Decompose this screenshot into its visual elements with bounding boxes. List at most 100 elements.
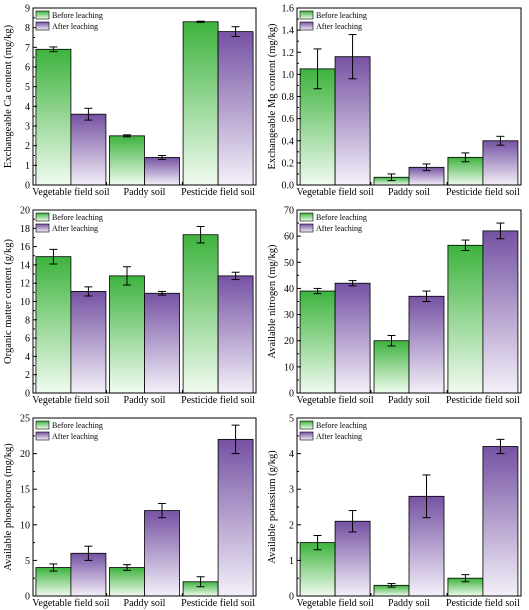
y-tick-label: 40 xyxy=(284,284,294,295)
legend-swatch-after xyxy=(299,223,314,233)
legend-swatch-after xyxy=(299,21,314,31)
y-tick-label: 7 xyxy=(25,43,30,54)
bar-after-2 xyxy=(144,292,180,394)
legend-label-before: Before leaching xyxy=(316,11,367,20)
legend-swatch-before xyxy=(35,212,50,222)
y-tick-label: 1.4 xyxy=(282,26,295,37)
y-tick-label: 0 xyxy=(25,181,30,192)
legend-label-after: After leaching xyxy=(316,224,362,233)
chart-panel-2: Vegetable field soil Paddy soil Pesticide … xyxy=(267,4,522,198)
y-tick-label: 18 xyxy=(20,224,30,235)
bar-after-1 xyxy=(70,113,107,186)
x-tick-label: Pesticide field soil xyxy=(181,598,255,609)
legend-label-after: After leaching xyxy=(52,432,98,441)
y-tick-label: 0.0 xyxy=(282,181,295,192)
y-axis-label: Available potassium (g/kg) xyxy=(267,450,278,564)
x-tick-label: Paddy soil xyxy=(388,187,430,198)
y-tick-label: 10 xyxy=(284,362,294,373)
legend-swatch-after xyxy=(35,431,50,441)
y-tick-label: 0.4 xyxy=(282,136,295,147)
y-tick-label: 15 xyxy=(20,485,30,496)
y-tick-label: 5 xyxy=(25,556,30,567)
x-tick-label: Pesticide field soil xyxy=(446,598,520,609)
x-tick-label: Pesticide field soil xyxy=(181,395,255,406)
legend-swatch-before xyxy=(299,212,314,222)
x-tick-label: Paddy soil xyxy=(124,395,166,406)
x-tick-label: Vegetable field soil xyxy=(32,187,109,198)
x-tick-label: Pesticide field soil xyxy=(446,187,520,198)
y-tick-label: 6 xyxy=(25,63,30,74)
legend-label-after: After leaching xyxy=(52,22,98,31)
legend-label-after: After leaching xyxy=(52,224,98,233)
y-tick-label: 0 xyxy=(25,592,30,603)
bar-after-1 xyxy=(70,291,107,394)
y-tick-label: 1 xyxy=(25,161,30,172)
bar-after-3 xyxy=(482,446,519,597)
y-tick-label: 5 xyxy=(289,414,294,425)
y-tick-label: 20 xyxy=(20,206,30,217)
bar-after-2 xyxy=(144,510,180,597)
chart-panel-5: Vegetable field soil Paddy soil Pesticide … xyxy=(3,414,257,609)
bar-after-3 xyxy=(482,230,519,394)
x-tick-label: Paddy soil xyxy=(388,395,430,406)
x-tick-label: Pesticide field soil xyxy=(446,395,520,406)
bar-before-3 xyxy=(182,234,219,394)
bar-after-2 xyxy=(408,295,445,394)
y-tick-label: 12 xyxy=(20,279,30,290)
bar-after-3 xyxy=(217,275,254,394)
chart-panel-6: Vegetable field soil Paddy soil Pesticide … xyxy=(267,414,522,609)
y-tick-label: 10 xyxy=(20,520,30,531)
chart-panel-4: Vegetable field soil Paddy soil Pesticide … xyxy=(267,206,522,406)
x-tick-label: Vegetable field soil xyxy=(296,187,373,198)
y-axis-label: Exchangeable Ca content (mg/kg) xyxy=(3,24,14,168)
y-tick-label: 1.0 xyxy=(282,70,295,81)
y-tick-label: 1.6 xyxy=(282,4,295,15)
bar-before-2 xyxy=(109,567,145,597)
y-tick-label: 0 xyxy=(289,389,294,400)
y-tick-label: 20 xyxy=(284,336,294,347)
chart-panel-3: Vegetable field soil Paddy soil Pesticide … xyxy=(3,206,257,406)
legend-label-before: Before leaching xyxy=(52,213,103,222)
legend-swatch-before xyxy=(299,420,314,430)
bar-before-1 xyxy=(299,542,336,597)
x-tick-label: Vegetable field soil xyxy=(296,395,373,406)
x-tick-label: Vegetable field soil xyxy=(32,395,109,406)
bar-before-1 xyxy=(299,290,336,394)
y-tick-label: 3 xyxy=(289,485,294,496)
bar-before-3 xyxy=(447,244,484,394)
y-tick-label: 0.2 xyxy=(282,158,295,169)
y-tick-label: 4 xyxy=(289,449,294,460)
legend-swatch-after xyxy=(35,223,50,233)
bar-after-2 xyxy=(144,157,180,186)
bar-after-3 xyxy=(217,31,254,186)
bar-after-3 xyxy=(217,438,254,597)
y-tick-label: 3 xyxy=(25,122,30,133)
bar-before-2 xyxy=(109,275,145,394)
x-tick-label: Paddy soil xyxy=(124,598,166,609)
bar-before-1 xyxy=(35,48,72,186)
y-tick-label: 1.2 xyxy=(282,48,295,59)
legend-swatch-before xyxy=(299,10,314,20)
y-axis-label: Available phosphorus (mg/kg) xyxy=(3,443,14,571)
legend-swatch-after xyxy=(299,431,314,441)
y-tick-label: 0 xyxy=(25,389,30,400)
x-tick-label: Vegetable field soil xyxy=(296,598,373,609)
legend-swatch-before xyxy=(35,420,50,430)
legend-label-before: Before leaching xyxy=(52,11,103,20)
y-tick-label: 0.8 xyxy=(282,92,295,103)
y-tick-label: 20 xyxy=(20,449,30,460)
y-tick-label: 0.6 xyxy=(282,114,295,125)
y-tick-label: 4 xyxy=(25,102,30,113)
y-tick-label: 8 xyxy=(25,315,30,326)
y-tick-label: 8 xyxy=(25,23,30,34)
y-tick-label: 5 xyxy=(25,82,30,93)
x-tick-label: Vegetable field soil xyxy=(32,598,109,609)
legend-label-before: Before leaching xyxy=(316,213,367,222)
legend-label-after: After leaching xyxy=(316,22,362,31)
y-tick-label: 30 xyxy=(284,310,294,321)
bar-after-1 xyxy=(334,282,371,394)
legend-label-after: After leaching xyxy=(316,432,362,441)
y-tick-label: 60 xyxy=(284,232,294,243)
y-tick-label: 4 xyxy=(25,352,30,363)
